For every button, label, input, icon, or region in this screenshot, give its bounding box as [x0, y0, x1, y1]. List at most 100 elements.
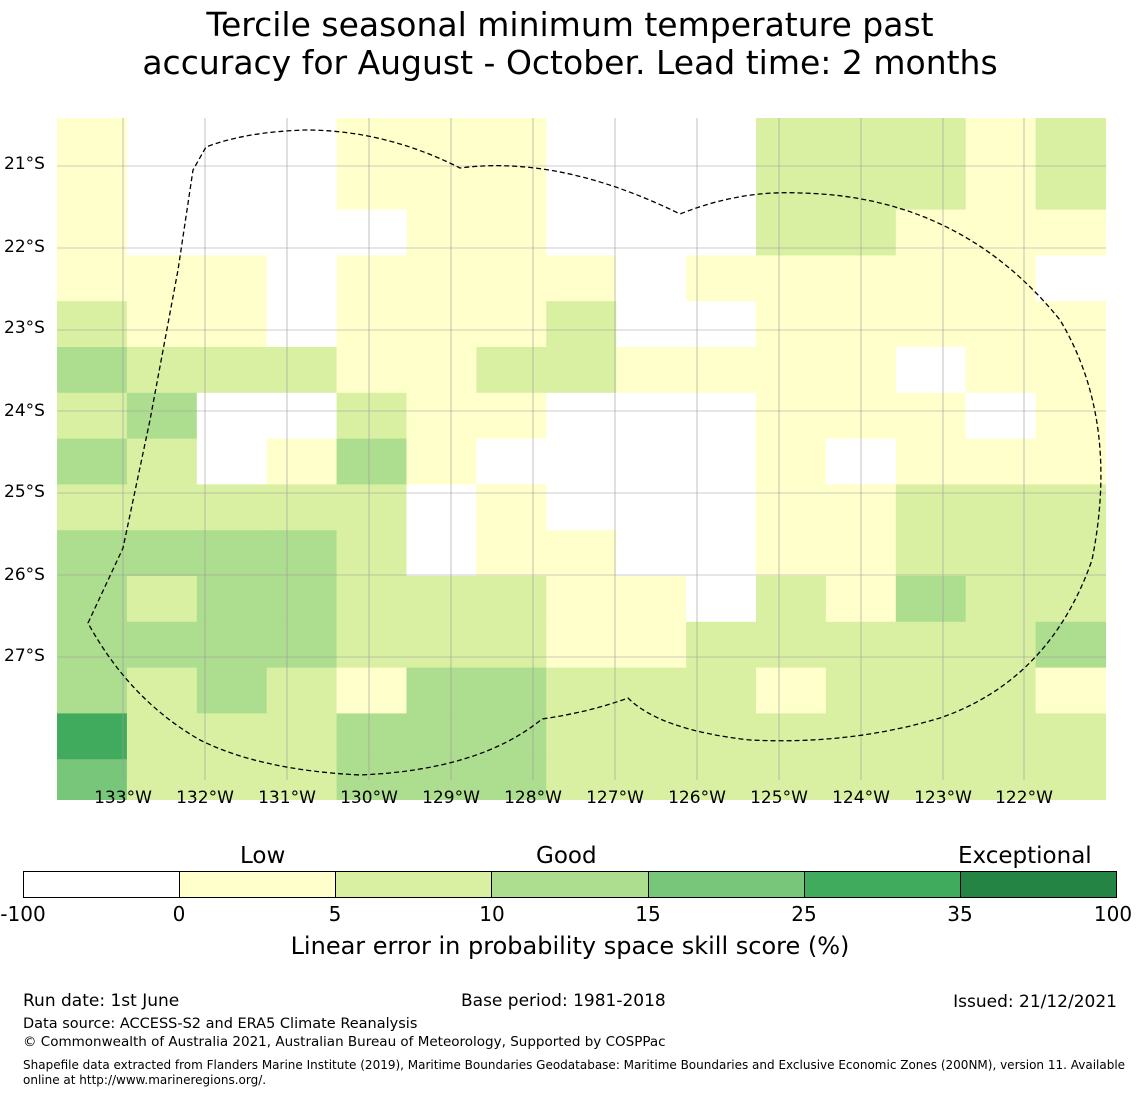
grid-cell [406, 255, 477, 302]
grid-cell [336, 530, 408, 577]
colorbar-tick: 15 [635, 902, 661, 926]
grid-cell [1035, 163, 1107, 211]
grid-cell [616, 163, 687, 211]
grid-cell [1035, 118, 1107, 165]
grid-cell [546, 301, 617, 348]
grid-cell [196, 576, 268, 623]
grid-cell [476, 392, 547, 440]
grid-cell [756, 209, 827, 256]
grid-cell [546, 576, 617, 623]
grid-cell [57, 530, 128, 577]
grid-cell [686, 163, 757, 211]
grid-cell [1035, 392, 1107, 440]
grid-cell [756, 667, 827, 714]
grid-cell [336, 209, 408, 256]
grid-cell [266, 209, 338, 256]
grid-cell [196, 713, 268, 760]
grid-cell [756, 347, 827, 394]
grid-cell [57, 667, 128, 714]
chart-title: Tercile seasonal minimum temperature pas… [0, 6, 1140, 82]
grid-cell [1035, 484, 1107, 531]
grid-cell [196, 759, 268, 800]
grid-cell [266, 438, 338, 485]
grid-cell [546, 255, 617, 302]
lat-label: 27°S [4, 646, 45, 666]
colorbar-tick: -100 [0, 902, 46, 926]
grid-cell [196, 438, 268, 485]
grid-cell [266, 530, 338, 577]
lon-label: 131°W [258, 788, 316, 808]
grid-cell [406, 438, 477, 485]
grid-cell [406, 576, 477, 623]
grid-cell [266, 255, 338, 302]
grid-cell [266, 163, 338, 211]
grid-cell [895, 438, 967, 485]
grid-cell [546, 621, 617, 669]
grid-cell [756, 713, 827, 760]
copyright: © Commonwealth of Australia 2021, Austra… [23, 1034, 666, 1050]
grid-cell [126, 484, 198, 531]
grid-cell [1035, 347, 1107, 394]
grid-cell [57, 759, 128, 800]
colorbar-segment [24, 872, 181, 897]
grid-cell [336, 621, 408, 669]
grid-cell [196, 255, 268, 302]
colorbar-category-low: Low [240, 843, 286, 869]
grid-cell [476, 347, 547, 394]
lon-label: 128°W [504, 788, 562, 808]
colorbar-tick: 25 [791, 902, 817, 926]
grid-cell [406, 621, 477, 669]
lat-label: 23°S [4, 318, 45, 338]
grid-cell [126, 255, 198, 302]
grid-cell [336, 392, 408, 440]
grid-cell [476, 163, 547, 211]
grid-cell [616, 209, 687, 256]
grid-cell [266, 576, 338, 623]
lon-label: 133°W [94, 788, 152, 808]
grid-cell [965, 530, 1037, 577]
grid-cell [616, 667, 687, 714]
grid-cell [546, 438, 617, 485]
lat-label: 24°S [4, 401, 45, 421]
grid-cell [476, 530, 547, 577]
grid-cell [616, 392, 687, 440]
lon-label: 122°W [995, 788, 1053, 808]
colorbar-category-exceptional: Exceptional [958, 843, 1092, 869]
lat-label: 25°S [4, 482, 45, 502]
grid-cell [476, 301, 547, 348]
lon-label: 125°W [750, 788, 808, 808]
grid-cell [336, 347, 408, 394]
grid-cell [686, 667, 757, 714]
grid-cell [406, 209, 477, 256]
grid-cell [965, 301, 1037, 348]
shapefile-credit: Shapefile data extracted from Flanders M… [23, 1058, 1126, 1087]
grid-cell [1035, 759, 1107, 800]
grid-cell [126, 209, 198, 256]
grid-cell [476, 438, 547, 485]
grid-cell [1035, 530, 1107, 577]
grid-cell [126, 667, 198, 714]
grid-cell [686, 301, 757, 348]
grid-cell [1035, 667, 1107, 714]
grid-cell [965, 667, 1037, 714]
colorbar-category-good: Good [536, 843, 597, 869]
grid-cell [336, 163, 408, 211]
grid-cell [266, 484, 338, 531]
colorbar-segment [180, 872, 337, 897]
eez-boundary [87, 129, 1102, 776]
grid-cell [126, 759, 198, 800]
grid-cells [57, 118, 1107, 800]
grid-cell [616, 713, 687, 760]
grid-cell [895, 392, 967, 440]
grid-cell [57, 255, 128, 302]
colorbar-segment [648, 872, 805, 897]
colorbar-tick: 35 [947, 902, 973, 926]
lat-label: 22°S [4, 237, 45, 257]
grid-cell [895, 621, 967, 669]
grid-cell [57, 347, 128, 394]
grid-cell [895, 209, 967, 256]
grid-cell [965, 118, 1037, 165]
grid-cell [616, 530, 687, 577]
grid-cell [546, 759, 617, 800]
colorbar-segment [492, 872, 649, 897]
